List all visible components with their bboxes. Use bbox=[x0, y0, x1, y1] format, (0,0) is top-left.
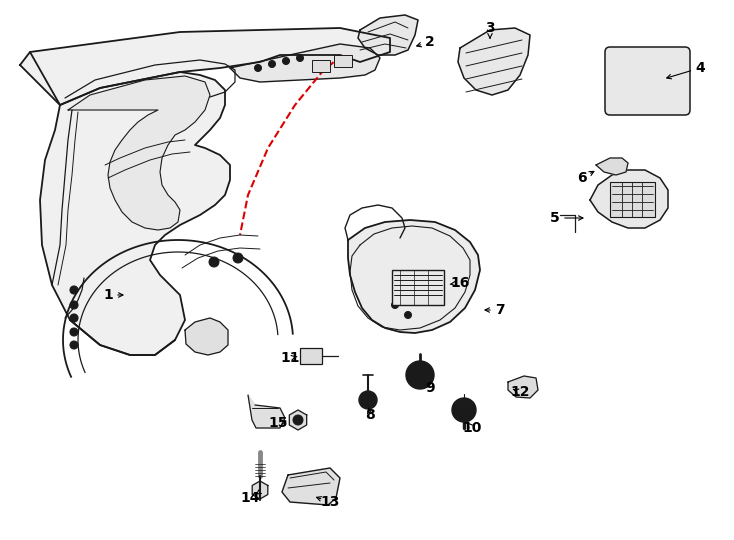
Circle shape bbox=[359, 391, 377, 409]
Bar bbox=[312, 60, 330, 72]
Text: 15: 15 bbox=[268, 416, 288, 430]
Bar bbox=[334, 55, 352, 67]
Circle shape bbox=[70, 301, 78, 309]
Text: 16: 16 bbox=[451, 276, 470, 290]
Circle shape bbox=[293, 415, 303, 425]
FancyBboxPatch shape bbox=[605, 47, 690, 115]
Text: 9: 9 bbox=[425, 381, 435, 395]
Text: 2: 2 bbox=[425, 35, 435, 49]
Text: 10: 10 bbox=[462, 421, 482, 435]
Polygon shape bbox=[20, 28, 390, 105]
Circle shape bbox=[70, 314, 78, 322]
Polygon shape bbox=[358, 15, 418, 55]
Circle shape bbox=[70, 286, 78, 294]
Polygon shape bbox=[185, 318, 228, 355]
Circle shape bbox=[297, 55, 303, 62]
Circle shape bbox=[269, 60, 275, 68]
Circle shape bbox=[283, 57, 289, 64]
Text: 14: 14 bbox=[240, 491, 260, 505]
Polygon shape bbox=[252, 481, 268, 499]
Polygon shape bbox=[508, 376, 538, 398]
Circle shape bbox=[391, 301, 399, 308]
Text: 7: 7 bbox=[495, 303, 505, 317]
Text: 5: 5 bbox=[550, 211, 560, 225]
Text: 3: 3 bbox=[485, 21, 495, 35]
Circle shape bbox=[413, 368, 427, 382]
Polygon shape bbox=[590, 170, 668, 228]
Text: 13: 13 bbox=[320, 495, 340, 509]
Text: 4: 4 bbox=[695, 61, 705, 75]
Text: 8: 8 bbox=[365, 408, 375, 422]
Polygon shape bbox=[458, 28, 530, 95]
Text: 11: 11 bbox=[280, 351, 299, 365]
Circle shape bbox=[396, 287, 404, 294]
Bar bbox=[392, 270, 444, 305]
Circle shape bbox=[404, 312, 412, 319]
Bar bbox=[610, 182, 655, 217]
Polygon shape bbox=[282, 468, 340, 505]
Polygon shape bbox=[289, 410, 307, 430]
Circle shape bbox=[70, 328, 78, 336]
Circle shape bbox=[209, 257, 219, 267]
Circle shape bbox=[233, 253, 243, 263]
Polygon shape bbox=[30, 52, 230, 355]
Polygon shape bbox=[230, 44, 380, 82]
Circle shape bbox=[452, 398, 476, 422]
Bar bbox=[300, 348, 322, 364]
Polygon shape bbox=[248, 395, 285, 428]
Text: 6: 6 bbox=[577, 171, 586, 185]
Circle shape bbox=[406, 361, 434, 389]
Polygon shape bbox=[68, 76, 210, 230]
Polygon shape bbox=[348, 220, 480, 333]
Circle shape bbox=[70, 341, 78, 349]
Text: 12: 12 bbox=[510, 385, 530, 399]
Text: 1: 1 bbox=[103, 288, 113, 302]
Polygon shape bbox=[596, 158, 628, 175]
Circle shape bbox=[255, 64, 261, 71]
